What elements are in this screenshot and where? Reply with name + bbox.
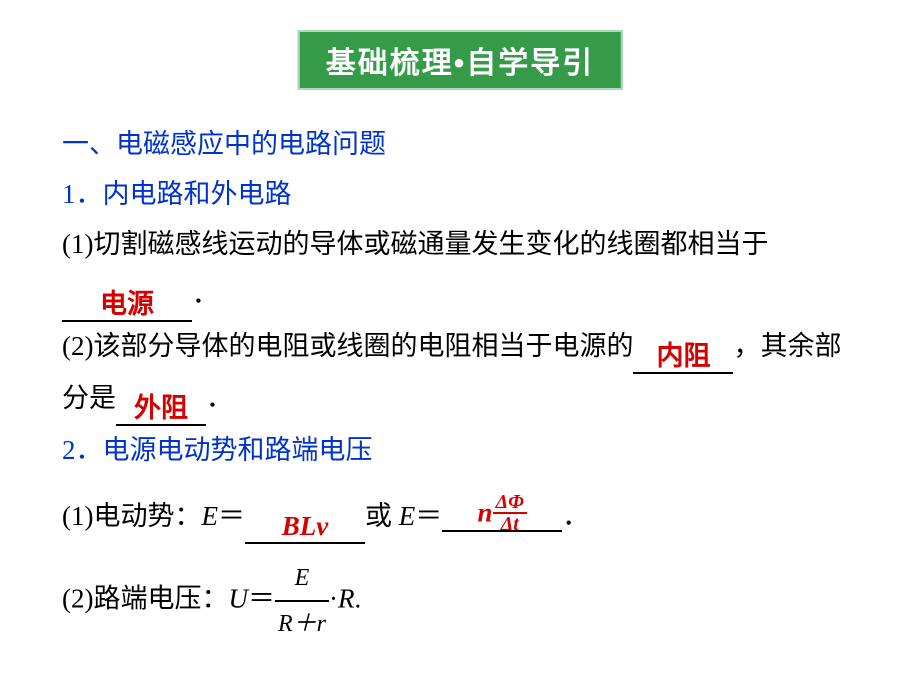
answer-external-r: 外阻 xyxy=(134,393,188,423)
subheading-2: 2．电源电动势和路端电压 xyxy=(62,426,858,476)
title-heading: 基础梳理•自学导引 xyxy=(298,30,623,90)
p2-post: ． xyxy=(206,383,233,413)
emf-or: 或 xyxy=(365,501,399,531)
content-body: 一、电磁感应中的电路问题 1．内电路和外电路 (1)切割磁感线运动的导体或磁通量… xyxy=(62,120,858,646)
nphi-den: Δt xyxy=(493,512,527,534)
emf-row: (1)电动势：E＝BLv或 E＝nΔΦΔt． xyxy=(62,488,858,544)
nphi-num: ΔΦ xyxy=(493,492,527,512)
term-u: U xyxy=(228,583,248,613)
answer-internal-r: 内阻 xyxy=(656,341,710,371)
p2-pre: (2)该部分导体的电阻或线圈的电阻相当于电源的 xyxy=(62,331,633,361)
nphi-n: n xyxy=(478,497,493,527)
term-frac: ER＋r xyxy=(275,556,329,647)
p1-post: ． xyxy=(192,279,219,309)
term-num: E xyxy=(275,556,329,600)
term-label: (2)路端电压： xyxy=(62,583,228,613)
term-post: . xyxy=(354,583,361,613)
answer-power-source: 电源 xyxy=(100,289,154,319)
subheading-1: 1．内电路和外电路 xyxy=(62,170,858,220)
emf-post: ． xyxy=(562,501,589,531)
answer-blv: BLv xyxy=(282,511,329,541)
emf-e2: E xyxy=(399,501,416,531)
paragraph-1-line1: (1)切割磁感线运动的导体或磁通量发生变化的线圈都相当于 xyxy=(62,220,858,270)
section-heading-1: 一、电磁感应中的电路问题 xyxy=(62,120,858,170)
paragraph-2: (2)该部分导体的电阻或线圈的电阻相当于电源的内阻，其余部分是外阻． xyxy=(62,322,858,426)
term-eq: ＝ xyxy=(248,583,275,613)
nphi-frac: ΔΦΔt xyxy=(493,492,527,534)
emf-eq1: ＝ xyxy=(218,501,245,531)
emf-e: E xyxy=(201,501,218,531)
blank-external-r: 外阻 xyxy=(116,374,206,426)
term-den: R＋r xyxy=(275,600,329,646)
term-dot: · xyxy=(329,583,338,613)
paragraph-1-line2: 电源 ． xyxy=(62,270,858,322)
emf-eq2: ＝ xyxy=(415,501,442,531)
emf-label: (1)电动势： xyxy=(62,501,201,531)
blank-power-source: 电源 xyxy=(62,270,192,322)
answer-nphi: nΔΦΔt xyxy=(478,492,527,534)
terminal-row: (2)路端电压：U＝ER＋r·R. xyxy=(62,556,858,647)
term-r: R xyxy=(338,583,355,613)
blank-nphi: nΔΦΔt xyxy=(442,488,562,532)
blank-blv: BLv xyxy=(245,492,365,544)
blank-internal-r: 内阻 xyxy=(633,322,733,374)
